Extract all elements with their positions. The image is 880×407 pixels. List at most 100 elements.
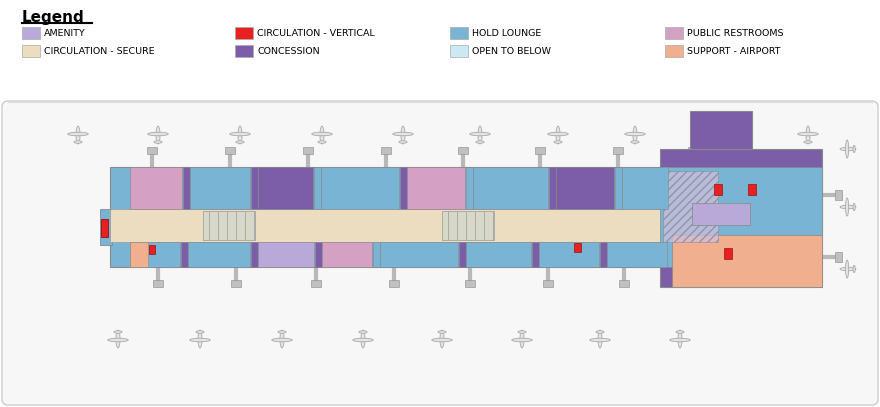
Ellipse shape <box>353 338 373 342</box>
Bar <box>539 242 599 267</box>
Ellipse shape <box>853 145 855 153</box>
Bar <box>235 45 253 57</box>
Bar <box>607 242 667 267</box>
Bar <box>251 167 258 209</box>
Bar <box>748 184 756 195</box>
Bar <box>450 27 468 39</box>
Bar <box>688 147 698 154</box>
Ellipse shape <box>198 330 202 348</box>
Bar <box>130 242 180 267</box>
Bar <box>314 167 321 209</box>
Ellipse shape <box>633 126 637 144</box>
Ellipse shape <box>846 198 848 216</box>
Ellipse shape <box>806 126 810 144</box>
Text: OPEN TO BELOW: OPEN TO BELOW <box>472 46 551 55</box>
Bar <box>574 243 581 252</box>
Ellipse shape <box>840 267 856 271</box>
Ellipse shape <box>676 331 684 333</box>
Bar <box>835 190 842 200</box>
Bar <box>665 45 683 57</box>
Ellipse shape <box>320 126 324 144</box>
Ellipse shape <box>280 330 284 348</box>
Bar <box>532 242 539 267</box>
Bar <box>203 211 255 240</box>
Ellipse shape <box>438 331 446 333</box>
Ellipse shape <box>598 330 602 348</box>
Ellipse shape <box>846 140 848 158</box>
Ellipse shape <box>590 338 610 342</box>
Bar <box>450 45 468 57</box>
Bar <box>692 203 750 225</box>
Bar <box>473 167 548 209</box>
Ellipse shape <box>116 330 120 348</box>
Ellipse shape <box>278 331 286 333</box>
Bar <box>381 147 391 154</box>
Ellipse shape <box>154 141 162 143</box>
Ellipse shape <box>440 330 444 348</box>
Ellipse shape <box>318 141 326 143</box>
Ellipse shape <box>312 132 333 136</box>
Bar <box>130 167 182 209</box>
Bar <box>258 167 313 209</box>
Bar <box>303 147 313 154</box>
Ellipse shape <box>361 330 365 348</box>
Bar <box>258 242 314 267</box>
Bar <box>225 147 235 154</box>
Bar <box>724 248 732 259</box>
Ellipse shape <box>670 338 690 342</box>
Ellipse shape <box>401 126 405 144</box>
Bar <box>22 45 40 57</box>
Ellipse shape <box>236 141 244 143</box>
Ellipse shape <box>853 265 855 273</box>
Text: AMENITY: AMENITY <box>44 28 85 37</box>
Bar <box>466 242 531 267</box>
Bar <box>389 280 399 287</box>
Bar <box>251 242 258 267</box>
Bar <box>322 242 372 267</box>
Bar <box>110 167 670 267</box>
Ellipse shape <box>114 331 122 333</box>
Ellipse shape <box>625 132 645 136</box>
Bar <box>660 167 822 267</box>
Bar <box>714 184 722 195</box>
Ellipse shape <box>596 331 605 333</box>
Bar <box>442 211 494 240</box>
Ellipse shape <box>720 126 724 144</box>
Bar <box>311 280 321 287</box>
Bar <box>543 280 553 287</box>
Bar <box>665 27 683 39</box>
Bar <box>101 219 108 237</box>
Ellipse shape <box>238 126 242 144</box>
FancyBboxPatch shape <box>2 101 878 405</box>
Ellipse shape <box>547 132 568 136</box>
Bar <box>690 111 752 149</box>
Bar <box>660 149 822 287</box>
Bar <box>181 242 188 267</box>
Ellipse shape <box>156 126 160 144</box>
Ellipse shape <box>432 338 452 342</box>
Ellipse shape <box>517 331 526 333</box>
Ellipse shape <box>840 147 856 151</box>
Bar <box>619 280 629 287</box>
Bar <box>615 167 622 209</box>
Ellipse shape <box>392 132 414 136</box>
Bar <box>458 147 468 154</box>
Bar <box>231 280 241 287</box>
Ellipse shape <box>840 205 856 209</box>
Ellipse shape <box>846 260 848 278</box>
Bar <box>147 147 157 154</box>
Bar <box>466 167 473 209</box>
Bar <box>459 242 466 267</box>
Text: Legend: Legend <box>22 10 84 25</box>
Ellipse shape <box>512 338 532 342</box>
Ellipse shape <box>556 126 560 144</box>
Ellipse shape <box>554 141 562 143</box>
Ellipse shape <box>718 141 726 143</box>
Text: SUPPORT - AIRPORT: SUPPORT - AIRPORT <box>687 46 781 55</box>
Ellipse shape <box>678 330 682 348</box>
Text: PUBLIC RESTROOMS: PUBLIC RESTROOMS <box>687 28 783 37</box>
Ellipse shape <box>520 330 524 348</box>
Ellipse shape <box>712 132 732 136</box>
Bar <box>315 242 322 267</box>
Text: CIRCULATION - SECURE: CIRCULATION - SECURE <box>44 46 155 55</box>
